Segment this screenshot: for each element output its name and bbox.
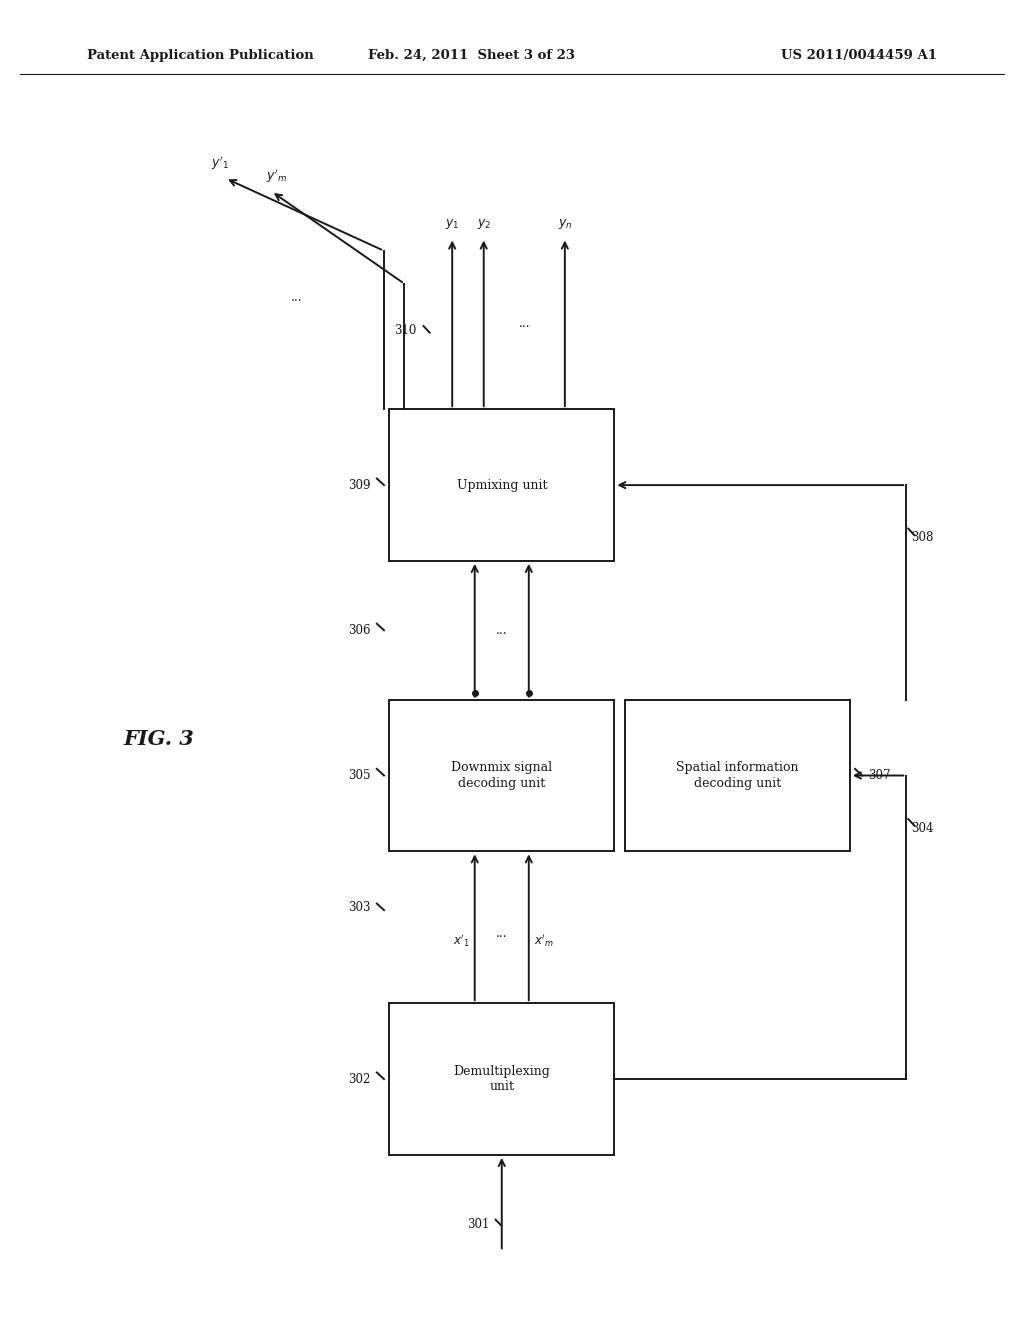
Text: 303: 303 xyxy=(348,902,371,913)
Text: $y'_m$: $y'_m$ xyxy=(266,168,287,185)
Text: FIG. 3: FIG. 3 xyxy=(123,729,195,750)
Text: ...: ... xyxy=(496,928,508,940)
Text: US 2011/0044459 A1: US 2011/0044459 A1 xyxy=(781,49,937,62)
Bar xyxy=(389,409,614,561)
Text: 304: 304 xyxy=(911,822,934,834)
Text: Downmix signal
decoding unit: Downmix signal decoding unit xyxy=(452,762,552,789)
Text: Spatial information
decoding unit: Spatial information decoding unit xyxy=(676,762,799,789)
Text: 306: 306 xyxy=(348,624,371,636)
Text: ...: ... xyxy=(496,624,508,636)
Text: 305: 305 xyxy=(348,770,371,781)
Text: $y_2$: $y_2$ xyxy=(476,216,490,231)
Text: 308: 308 xyxy=(911,532,934,544)
Text: 310: 310 xyxy=(394,323,417,337)
Text: $y'_1$: $y'_1$ xyxy=(211,154,229,172)
Text: Feb. 24, 2011  Sheet 3 of 23: Feb. 24, 2011 Sheet 3 of 23 xyxy=(368,49,574,62)
Bar xyxy=(625,700,850,851)
Bar xyxy=(389,700,614,851)
Text: $x'_m$: $x'_m$ xyxy=(534,932,554,949)
Text: $y_n$: $y_n$ xyxy=(557,216,572,231)
Text: $x'_1$: $x'_1$ xyxy=(453,932,470,949)
Text: Demultiplexing
unit: Demultiplexing unit xyxy=(454,1065,550,1093)
Text: Upmixing unit: Upmixing unit xyxy=(457,479,547,491)
Text: ...: ... xyxy=(291,290,303,304)
Text: Patent Application Publication: Patent Application Publication xyxy=(87,49,313,62)
Text: ...: ... xyxy=(518,317,530,330)
Text: 309: 309 xyxy=(348,479,371,491)
Text: 301: 301 xyxy=(467,1218,489,1232)
Text: 307: 307 xyxy=(868,770,891,781)
Text: 302: 302 xyxy=(348,1073,371,1085)
Text: $y_1$: $y_1$ xyxy=(445,216,460,231)
Bar xyxy=(389,1003,614,1155)
